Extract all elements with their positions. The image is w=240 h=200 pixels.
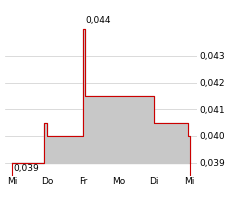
- Text: 0,044: 0,044: [86, 16, 111, 25]
- Text: 0,039: 0,039: [14, 164, 39, 173]
